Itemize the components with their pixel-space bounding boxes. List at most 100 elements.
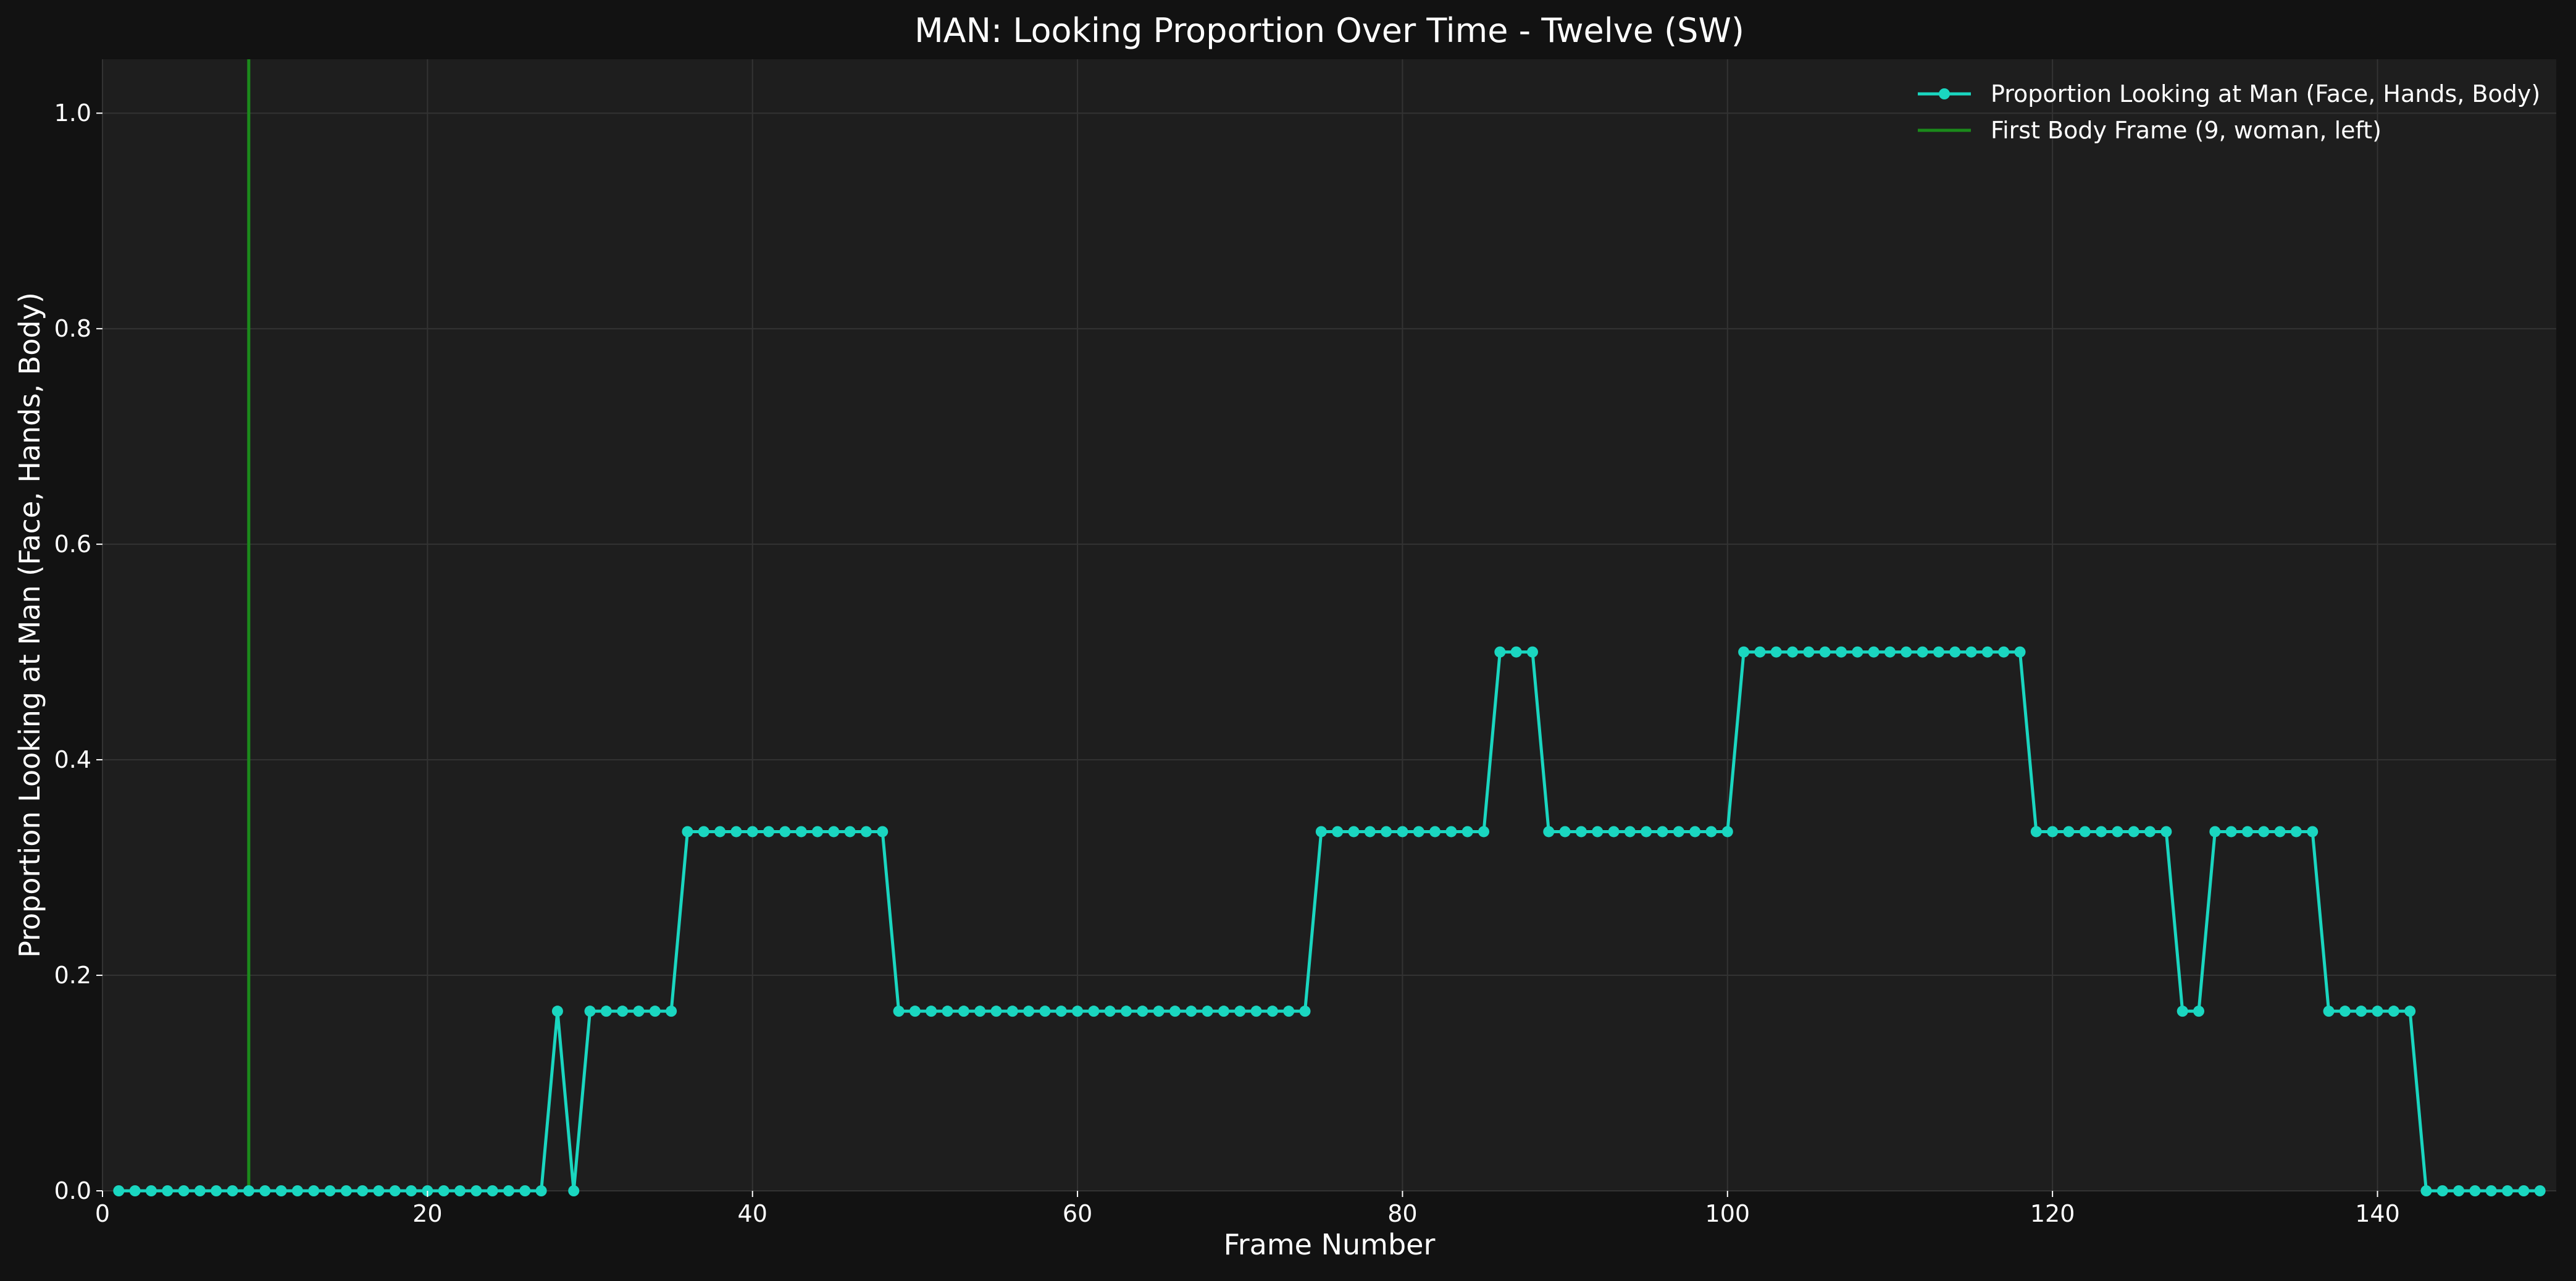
data-point xyxy=(1413,826,1424,838)
data-point xyxy=(162,1185,174,1196)
data-point xyxy=(2323,1006,2335,1017)
data-point xyxy=(909,1006,921,1017)
data-point xyxy=(844,826,856,838)
data-point xyxy=(406,1185,417,1196)
data-point xyxy=(1055,1006,1067,1017)
data-point xyxy=(227,1185,238,1196)
data-point xyxy=(275,1185,287,1196)
data-point xyxy=(373,1185,385,1196)
data-point xyxy=(1381,826,1392,838)
axes: 0 20 40 60 80 100 120 140 0.0 0.2 0.4 0.6 0.8 1.0 xyxy=(54,99,2400,1227)
y-tick-label: 1.0 xyxy=(54,99,91,127)
data-point xyxy=(600,1006,612,1017)
data-point xyxy=(2372,1006,2383,1017)
data-point xyxy=(2063,826,2075,838)
data-point xyxy=(1104,1006,1116,1017)
data-point xyxy=(2079,826,2091,838)
data-point xyxy=(2047,826,2059,838)
data-point xyxy=(113,1185,125,1196)
data-point xyxy=(1397,826,1408,838)
data-point xyxy=(1559,826,1571,838)
data-point xyxy=(1770,646,1782,658)
data-point xyxy=(1348,826,1360,838)
data-point xyxy=(519,1185,531,1196)
data-point xyxy=(2388,1006,2399,1017)
data-point xyxy=(1754,646,1766,658)
data-point xyxy=(698,826,709,838)
data-point xyxy=(487,1185,498,1196)
data-point xyxy=(877,826,889,838)
data-point xyxy=(1608,826,1620,838)
x-axis-label: Frame Number xyxy=(1224,1228,1436,1261)
data-point xyxy=(617,1006,629,1017)
data-point xyxy=(2453,1185,2465,1196)
data-point xyxy=(714,826,726,838)
data-point xyxy=(357,1185,369,1196)
data-point xyxy=(2404,1006,2416,1017)
y-tick-label: 0.0 xyxy=(54,1177,91,1204)
data-point xyxy=(535,1185,547,1196)
data-point xyxy=(1575,826,1587,838)
data-point xyxy=(1836,646,1847,658)
data-point xyxy=(811,826,823,838)
data-point xyxy=(1998,646,2010,658)
x-tick-label: 80 xyxy=(1387,1200,1417,1227)
data-point xyxy=(1852,646,1863,658)
data-point xyxy=(1721,826,1733,838)
data-point xyxy=(1218,1006,1229,1017)
data-point xyxy=(2290,826,2302,838)
data-point xyxy=(259,1185,271,1196)
data-point xyxy=(2030,826,2042,838)
data-point xyxy=(2469,1185,2481,1196)
data-point xyxy=(454,1185,466,1196)
data-point xyxy=(2502,1185,2514,1196)
data-point xyxy=(1283,1006,1295,1017)
data-point xyxy=(1039,1006,1051,1017)
data-point xyxy=(145,1185,157,1196)
data-point xyxy=(1315,826,1327,838)
data-point xyxy=(324,1185,336,1196)
data-point xyxy=(860,826,872,838)
data-point xyxy=(1803,646,1815,658)
data-point xyxy=(194,1185,206,1196)
data-point xyxy=(1526,646,1538,658)
x-tick-label: 140 xyxy=(2355,1200,2400,1227)
data-point xyxy=(2356,1006,2367,1017)
data-point xyxy=(1965,646,1977,658)
data-point xyxy=(1705,826,1717,838)
data-point xyxy=(1657,826,1668,838)
data-point xyxy=(1510,646,1522,658)
data-point xyxy=(1266,1006,1278,1017)
plot-area xyxy=(102,59,2556,1191)
data-point xyxy=(1234,1006,1246,1017)
data-point xyxy=(389,1185,401,1196)
data-point xyxy=(1462,826,1473,838)
data-point xyxy=(2274,826,2286,838)
data-point xyxy=(2225,826,2237,838)
data-point xyxy=(1202,1006,1213,1017)
y-tick-label: 0.6 xyxy=(54,531,91,558)
legend-marker-series xyxy=(1939,88,1950,99)
data-point xyxy=(1949,646,1961,658)
data-point xyxy=(1250,1006,1262,1017)
data-point xyxy=(2339,1006,2351,1017)
data-point xyxy=(1543,826,1555,838)
data-point xyxy=(1901,646,1912,658)
data-point xyxy=(1006,1006,1018,1017)
data-point xyxy=(211,1185,222,1196)
x-tick-label: 60 xyxy=(1063,1200,1092,1227)
x-tick-label: 120 xyxy=(2030,1200,2075,1227)
legend: Proportion Looking at Man (Face, Hands, … xyxy=(1918,80,2540,144)
data-point xyxy=(291,1185,303,1196)
data-point xyxy=(340,1185,352,1196)
data-point xyxy=(1364,826,1376,838)
data-point xyxy=(926,1006,937,1017)
data-point xyxy=(2307,826,2319,838)
data-point xyxy=(2128,826,2139,838)
data-point xyxy=(1169,1006,1181,1017)
data-point xyxy=(1933,646,1944,658)
x-tick-label: 0 xyxy=(95,1200,110,1227)
data-point xyxy=(1445,826,1457,838)
data-point xyxy=(243,1185,254,1196)
data-point xyxy=(990,1006,1002,1017)
